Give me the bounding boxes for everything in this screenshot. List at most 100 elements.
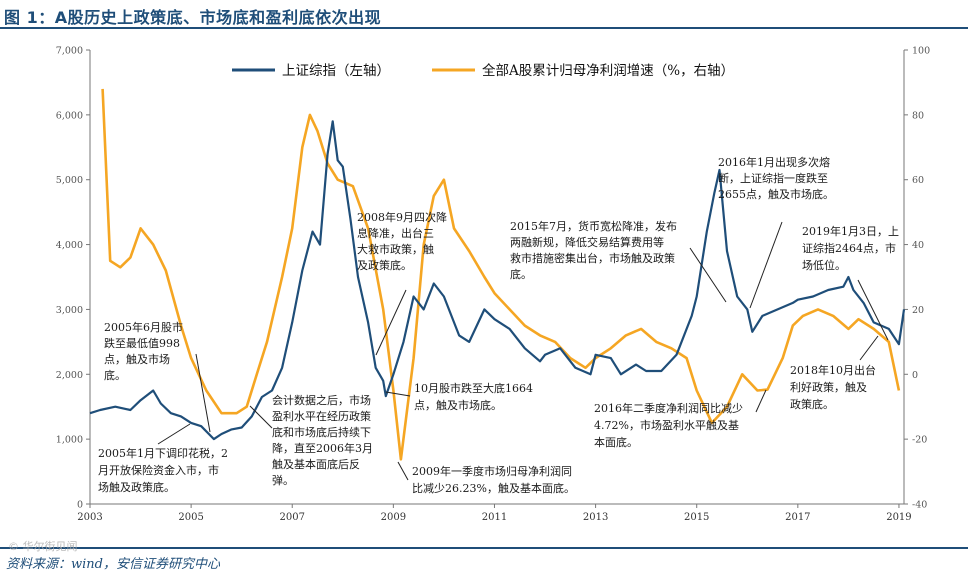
bottom-rule: [0, 547, 968, 549]
legend-label-sse: 上证综指（左轴）: [282, 63, 390, 79]
chart-svg: 0 1,000 2,000 3,000 4,000 5,000 6,000 7,000 -40…: [56, 46, 930, 524]
left-tick-label: 6,000: [56, 110, 83, 121]
ann-line: 跌至最低值998: [104, 336, 180, 350]
x-tick-label: 2017: [785, 512, 810, 523]
ann-line: 4.72%，市场盈利水平触及基: [594, 418, 739, 432]
annotation-2018-policy-bottom: 2018年10月出台利好政策，触及政策底。: [790, 335, 879, 411]
ann-line: 及政策底。: [357, 258, 412, 272]
annotation-2005-market-bottom: 2005年6月股市跌至最低值998 点，触及市场底。: [104, 320, 211, 433]
ann-line: 月开放保险资金入市，市: [98, 463, 219, 477]
x-tick-label: 2003: [77, 512, 102, 523]
ann-line: 盈利水平在经历政策: [272, 409, 371, 423]
ann-line: 2655点，触及市场底。: [718, 187, 834, 201]
ann-line: 政策底。: [790, 397, 834, 411]
arrow-line: [157, 423, 191, 445]
svg-text:2019年1月3日，上证综指2464点，市场低位。: 2019年1月3日，上证综指2464点，市场低位。: [802, 224, 899, 272]
x-tick-label: 2007: [280, 512, 305, 523]
annotation-2019-market-low: 2019年1月3日，上证综指2464点，市场低位。: [802, 224, 899, 341]
annotation-2015-policy-bottom: 2015年7月，货币宽松降准，发布两融新规，降低交易结算费用等救市措施密集出台，…: [510, 219, 727, 303]
ann-line: 底。: [104, 368, 126, 382]
ann-line: 2005年6月股市: [104, 320, 183, 334]
right-tick-label: 60: [912, 175, 924, 186]
ann-line: 息降准，出台三: [357, 226, 434, 240]
ann-line: 场低位。: [802, 258, 846, 272]
ann-line: 2015年7月，货币宽松降准，发布: [510, 219, 677, 233]
annotation-2006-fundamental-bottom: 会计数据之后，市场盈利水平在经历政策底和市场底后持续下降，直至2006年3月触及…: [249, 393, 373, 487]
x-tick-label: 2013: [583, 512, 608, 523]
x-tick-label: 2015: [684, 512, 709, 523]
arrow-line: [195, 353, 211, 433]
right-tick-label: -20: [912, 435, 927, 446]
annotation-2008-policy-bottom: 2008年9月四次降息降准，出台三大救市政策，触及政策底。: [357, 210, 447, 356]
svg-text:会计数据之后，市场盈利水平在经历政策底和市场底后持续下降，直: 会计数据之后，市场盈利水平在经历政策底和市场底后持续下降，直至2006年3月触及…: [272, 393, 373, 487]
svg-text:2009年一季度市场归母净利润同比减少26.23%，触及基本: 2009年一季度市场归母净利润同比减少26.23%，触及基本面底。: [412, 464, 575, 495]
ann-line: 救市措施密集出台，市场触及政策: [510, 251, 675, 265]
x-tick-label: 2011: [482, 512, 507, 523]
ann-line: 2008年9月四次降: [357, 210, 447, 224]
right-tick-label: 40: [912, 240, 924, 251]
arrow-line: [375, 289, 407, 356]
source-note: 资料来源：wind，安信证券研究中心: [6, 557, 220, 572]
ann-line: 弹。: [272, 473, 294, 487]
annotation-2016-fundamental-bottom: 2016年二季度净利润同比减少 4.72%，市场盈利水平触及基本面底。: [594, 389, 767, 449]
ann-line: 2019年1月3日，上: [802, 224, 899, 238]
left-tick-label: 5,000: [56, 175, 83, 186]
series-profit-growth-line: [101, 88, 901, 461]
x-tick-label: 2019: [886, 512, 911, 523]
arrow-line: [857, 279, 889, 341]
left-tick-label: 0: [77, 500, 83, 511]
x-tick-label: 2009: [381, 512, 406, 523]
svg-text:2015年7月，货币宽松降准，发布两融新规，降低交易结算费用: 2015年7月，货币宽松降准，发布两融新规，降低交易结算费用等救市措施密集出台，…: [510, 219, 677, 281]
arrow-line: [397, 461, 409, 481]
left-axis-ticks: 0 1,000 2,000 3,000 4,000 5,000 6,000 7,000: [56, 46, 90, 511]
legend-label-profit: 全部A股累计归母净利润增速（%，右轴）: [482, 62, 734, 79]
right-tick-label: 0: [912, 370, 918, 381]
ann-line: 会计数据之后，市场: [272, 393, 371, 407]
left-tick-label: 1,000: [56, 435, 83, 446]
ann-line: 降，直至2006年3月: [272, 441, 373, 455]
watermark-text: © 华尔街见闻: [8, 540, 78, 553]
ann-line: 大救市政策，触: [357, 242, 434, 256]
ann-line: 两融新规，降低交易结算费用等: [510, 235, 664, 249]
left-tick-label: 7,000: [56, 46, 83, 57]
x-tick-label: 2005: [178, 512, 203, 523]
right-tick-label: 20: [912, 305, 924, 316]
right-axis-ticks: -40 -20 0 20 40 60 80 100: [904, 46, 930, 511]
arrow-line: [249, 405, 273, 429]
x-axis-ticks: 2003 2005 2007 2009 2011 2013 2015 2017 2019: [77, 504, 912, 523]
arrow-line: [749, 221, 783, 309]
ann-line: 比减少26.23%，触及基本面底。: [412, 481, 575, 495]
figure-title: 图 1：A股历史上政策底、市场底和盈利底依次出现: [4, 8, 382, 27]
right-tick-label: 80: [912, 110, 924, 121]
annotation-2005-policy-bottom: 2005年1月下调印花税，2 月开放保险资金入市，市场触及政策底。: [98, 423, 228, 494]
ann-line: 底。: [510, 267, 532, 281]
left-tick-label: 2,000: [56, 370, 83, 381]
ann-line: 触及基本面底后反: [272, 457, 360, 471]
ann-line: 本面底。: [594, 435, 638, 449]
arrow-line: [689, 247, 727, 303]
ann-line: 点，触及市场底。: [414, 398, 502, 412]
left-tick-label: 4,000: [56, 240, 83, 251]
right-tick-label: 100: [912, 46, 930, 57]
ann-line: 10月股市跌至大底1664: [414, 381, 533, 395]
annotation-2016-market-bottom: 2016年1月出现多次熔断，上证综指一度跌至 2655点，触及市场底。: [718, 155, 834, 309]
ann-line: 断，上证综指一度跌至: [718, 171, 828, 185]
arrow-line: [859, 335, 879, 361]
arrow-line: [755, 389, 767, 413]
svg-text:2008年9月四次降息降准，出台三大救市政策，触及政策底。: 2008年9月四次降息降准，出台三大救市政策，触及政策底。: [357, 210, 447, 272]
series-sse-composite-line: [89, 120, 906, 441]
annotation-2009-fundamental-bottom: 2009年一季度市场归母净利润同比减少26.23%，触及基本面底。: [397, 461, 575, 495]
ann-line: 场触及政策底。: [98, 480, 175, 494]
ann-line: 2009年一季度市场归母净利润同: [412, 464, 572, 478]
ann-line: 底和市场底后持续下: [272, 425, 371, 439]
top-rule: [0, 27, 968, 29]
ann-line: 2016年1月出现多次熔: [718, 155, 830, 169]
ann-line: 2018年10月出台: [790, 363, 876, 377]
legend: 上证综指（左轴） 全部A股累计归母净利润增速（%，右轴）: [232, 62, 734, 79]
ann-line: 证综指2464点，市: [802, 241, 896, 255]
svg-text:2018年10月出台利好政策，触及政策底。: 2018年10月出台利好政策，触及政策底。: [790, 363, 876, 411]
